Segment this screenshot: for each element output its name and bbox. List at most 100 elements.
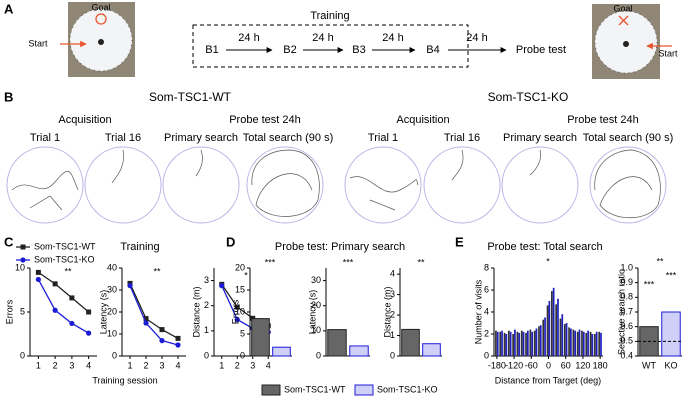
y-tick-label: 2 <box>204 300 209 310</box>
y-tick-label: 10 <box>235 306 245 316</box>
phase: Acquisition <box>58 114 111 126</box>
x-tick-label: 180 <box>593 360 608 370</box>
legend-marker <box>20 257 26 263</box>
trial: Trial 16 <box>105 132 141 144</box>
bar <box>539 325 542 356</box>
bar <box>576 331 579 356</box>
bar <box>505 334 508 356</box>
y-tick-label: 2 <box>390 309 395 319</box>
panel-label: C <box>4 234 14 249</box>
legend-swatch <box>354 384 374 396</box>
x-tick-label: 4 <box>266 360 271 370</box>
interval: 24 h <box>466 32 487 44</box>
legend-label: Som-TSC1-KO <box>377 384 438 394</box>
marker <box>234 304 240 310</box>
x-axis-label: Training session <box>92 375 157 385</box>
step: B1 <box>205 44 218 56</box>
trial: Primary search <box>164 132 238 144</box>
bar <box>578 329 581 356</box>
marker <box>175 342 181 348</box>
bar <box>565 323 568 356</box>
y-tick-label: 1.0 <box>620 262 633 272</box>
x-tick-label: WT <box>642 360 656 370</box>
bar <box>589 331 592 356</box>
y-tick-label: 30 <box>311 275 321 285</box>
bar <box>520 330 523 356</box>
y-tick-label: 0.4 <box>620 350 633 360</box>
x-tick-label: 0 <box>546 360 551 370</box>
series-line <box>38 271 90 313</box>
trial: Primary search <box>503 132 577 144</box>
series-line <box>129 283 179 339</box>
panel-label: A <box>4 1 14 16</box>
bar <box>349 345 369 357</box>
bar <box>595 331 598 356</box>
bar <box>591 334 594 356</box>
bar <box>514 329 516 356</box>
bar <box>516 331 519 356</box>
y-axis-label: Distance (m) <box>191 286 201 337</box>
bar <box>582 331 585 356</box>
start-label: Start <box>658 48 678 58</box>
y-tick-label: 5 <box>20 306 25 316</box>
bar <box>570 328 572 356</box>
bar <box>495 330 497 356</box>
y-tick-label: 0 <box>204 350 209 360</box>
bar <box>507 330 510 356</box>
bar <box>531 331 534 356</box>
significance: ** <box>64 266 72 276</box>
series-line <box>129 285 179 346</box>
x-tick-label: KO <box>664 360 677 370</box>
y-tick-label: 3 <box>390 289 395 299</box>
chart-title: Probe test: Total search <box>487 241 602 253</box>
bar <box>529 329 532 356</box>
bar <box>538 326 540 356</box>
bar <box>544 317 546 356</box>
y-tick-label: 6 <box>484 284 489 294</box>
bar <box>499 331 502 356</box>
chart-title: Training <box>120 241 159 253</box>
bar <box>598 331 601 356</box>
x-tick-label: -60 <box>525 360 538 370</box>
y-axis-label: Errors <box>230 299 240 324</box>
y-tick-label: 4 <box>390 269 395 279</box>
y-tick-label: 0 <box>316 350 321 360</box>
phase: Probe test 24h <box>567 114 639 126</box>
training-title: Training <box>310 10 349 22</box>
bar <box>546 305 549 356</box>
y-tick-label: 10 <box>15 262 25 272</box>
y-tick-label: 0 <box>390 350 395 360</box>
x-tick-label: 1 <box>36 360 41 370</box>
bar <box>327 329 347 357</box>
marker <box>69 320 75 327</box>
y-axis-label: Number of visits <box>473 279 483 344</box>
x-tick-label: 1 <box>127 360 132 370</box>
y-tick-label: 0.5 <box>620 336 633 346</box>
y-axis-label: Selective search ratio <box>616 269 626 355</box>
y-tick-label: 20 <box>311 300 321 310</box>
legend-swatch <box>261 384 281 396</box>
y-tick-label: 2 <box>484 328 489 338</box>
y-tick-label: 0.7 <box>620 306 633 316</box>
bar <box>594 334 596 356</box>
bar <box>535 328 538 356</box>
x-tick-label: 1 <box>219 360 224 370</box>
y-axis-label: Latency (s) <box>98 290 108 335</box>
x-tick-label: 2 <box>235 360 240 370</box>
interval: 24 h <box>382 32 403 44</box>
x-tick-label: -180 <box>488 360 506 370</box>
significance: ** <box>656 256 664 266</box>
phase: Acquisition <box>396 114 449 126</box>
bar <box>555 304 558 356</box>
marker <box>143 320 149 326</box>
y-tick-label: 3 <box>204 275 209 285</box>
maze-photo-right <box>592 4 672 79</box>
bar <box>574 330 577 356</box>
phase: Probe test 24h <box>229 114 301 126</box>
marker <box>143 316 149 322</box>
legend-label: Som-TSC1-WT <box>284 384 346 394</box>
bar <box>509 331 512 356</box>
step: B3 <box>352 44 365 56</box>
chart-title: Probe test: Primary search <box>275 241 405 253</box>
